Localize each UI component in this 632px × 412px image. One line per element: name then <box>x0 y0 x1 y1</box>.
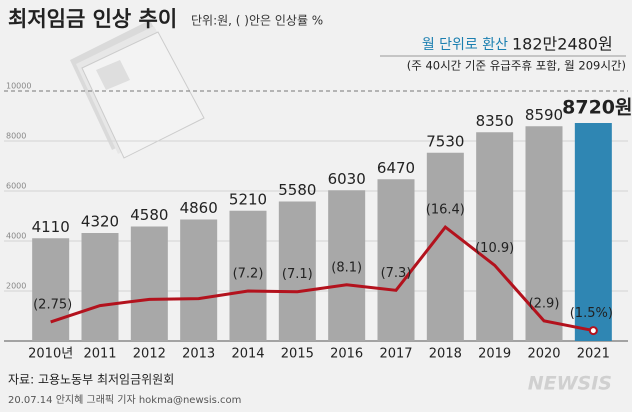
rate-line <box>50 225 594 333</box>
bar <box>81 233 119 341</box>
source: 자료: 고용노동부 최저임금위원회 <box>8 373 174 387</box>
y-tick-label: 2000 <box>6 282 26 291</box>
annotation-value: 182만2480원 <box>512 35 613 54</box>
bar <box>278 201 316 341</box>
bar-value-label: 7530 <box>426 132 464 150</box>
x-tick-label: 2015 <box>281 347 314 362</box>
bar-value-label: 4860 <box>180 199 218 217</box>
bar-value-label: 5580 <box>278 181 316 199</box>
bar <box>426 152 464 341</box>
bar-value-label: 5210 <box>229 190 267 208</box>
x-tick-label: 2020 <box>527 347 560 362</box>
rate-label: (1.5%) <box>570 306 613 321</box>
x-tick-label: 2014 <box>231 347 264 362</box>
bar-value-label: 4580 <box>130 206 168 224</box>
bar <box>32 238 70 341</box>
subtitle: 단위:원, ( )안은 인상률 % <box>191 14 323 28</box>
x-tick-label: 2021 <box>577 347 610 362</box>
rate-label: (10.9) <box>475 241 514 256</box>
bar-value-label: 8590 <box>525 106 563 124</box>
bar <box>130 226 168 341</box>
rate-label: (2.9) <box>529 296 560 311</box>
rate-label: (7.3) <box>381 266 412 281</box>
rate-label: (16.4) <box>426 203 465 218</box>
x-tick-label: 2010년 <box>28 347 73 362</box>
x-tick-label: 2012 <box>133 347 166 362</box>
x-tick-label: 2013 <box>182 347 215 362</box>
rate-label: (7.1) <box>282 267 313 282</box>
y-tick-label: 8000 <box>6 132 26 141</box>
rate-label: (7.2) <box>233 267 264 282</box>
x-tick-label: 2017 <box>379 347 412 362</box>
x-tick-label: 2018 <box>429 347 462 362</box>
rate-label: (8.1) <box>331 260 362 275</box>
bar-value-label: 8720원 <box>562 97 632 119</box>
bar <box>476 132 514 341</box>
bar-value-label: 8350 <box>476 112 514 130</box>
x-tick-label: 2019 <box>478 347 511 362</box>
bar-value-label: 4110 <box>32 218 70 236</box>
bar <box>377 179 415 341</box>
x-tick-label: 2011 <box>83 347 116 362</box>
rate-label: (2.75) <box>33 297 72 312</box>
bar <box>328 190 366 341</box>
bar-value-label: 6470 <box>377 159 415 177</box>
annotation-note: (주 40시간 기준 유급주휴 포함, 월 209시간) <box>407 59 626 73</box>
credit: 20.07.14 안지혜 그래픽 기자 hokma@newsis.com <box>8 394 241 406</box>
logo: NEWSIS <box>528 373 612 395</box>
y-tick-label: 6000 <box>6 182 26 191</box>
annotation: 월 단위로 환산 <box>422 37 508 53</box>
chart-title: 최저임금 인상 추이 <box>8 7 177 31</box>
y-tick-label: 4000 <box>6 232 26 241</box>
x-tick-label: 2016 <box>330 347 363 362</box>
bar <box>229 210 267 341</box>
bar <box>574 123 612 341</box>
bar <box>180 219 218 341</box>
y-tick-label: 10000 <box>6 82 31 91</box>
rate-marker <box>588 326 598 336</box>
money-illustration <box>70 20 205 159</box>
bar-value-label: 6030 <box>328 170 366 188</box>
bar-value-label: 4320 <box>81 213 119 231</box>
